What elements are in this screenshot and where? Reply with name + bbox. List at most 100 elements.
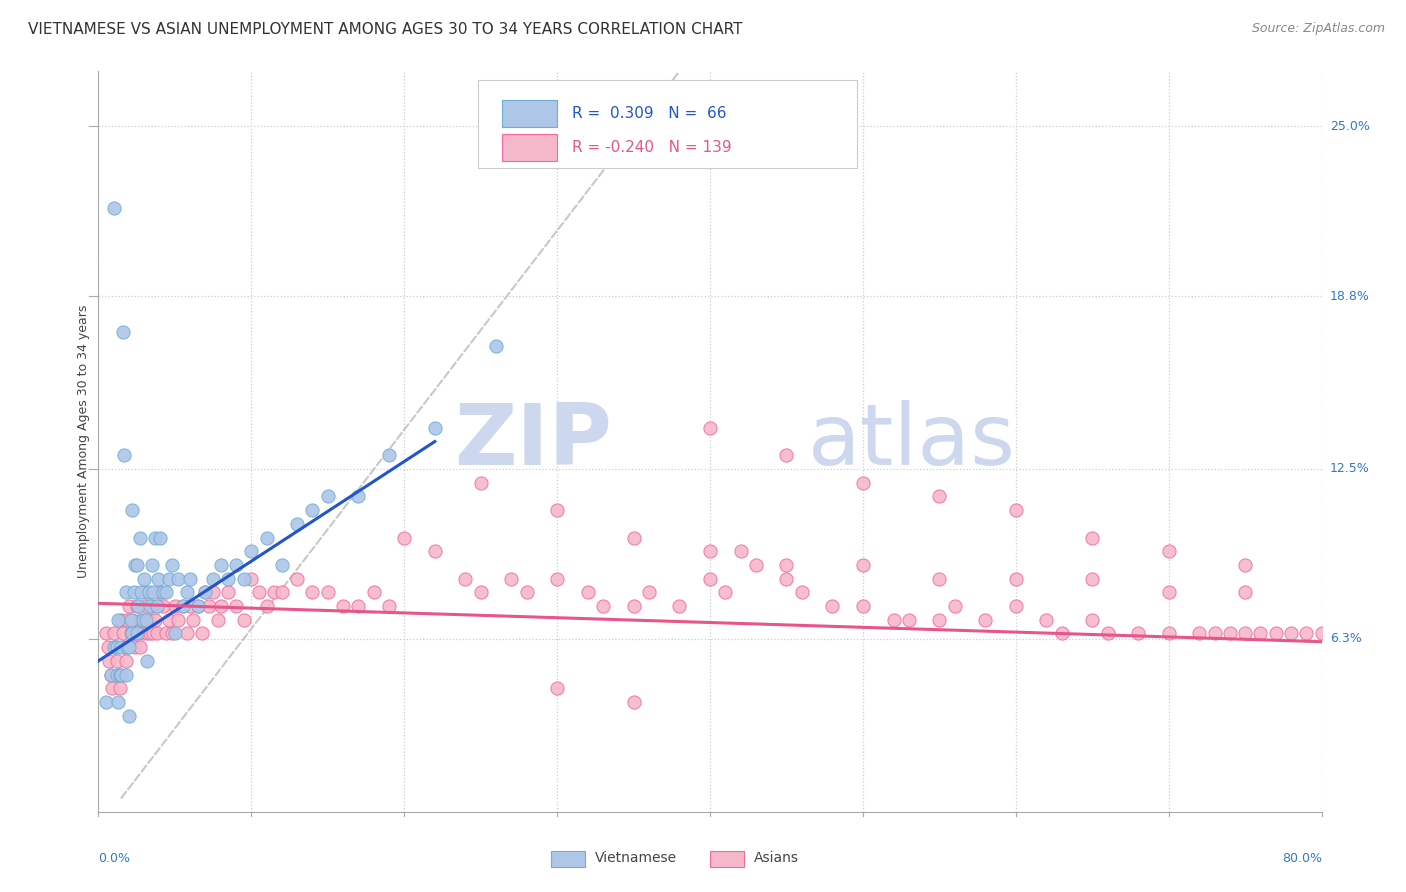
Text: Vietnamese: Vietnamese — [595, 851, 678, 864]
Point — [179, 572, 201, 586]
Point — [745, 558, 768, 572]
Point — [347, 599, 370, 613]
Point — [378, 448, 401, 462]
Point — [139, 626, 162, 640]
Point — [122, 585, 145, 599]
Point — [852, 475, 875, 490]
Point — [157, 572, 180, 586]
Point — [94, 695, 117, 709]
Point — [129, 613, 152, 627]
Text: VIETNAMESE VS ASIAN UNEMPLOYMENT AMONG AGES 30 TO 34 YEARS CORRELATION CHART: VIETNAMESE VS ASIAN UNEMPLOYMENT AMONG A… — [28, 22, 742, 37]
Point — [852, 599, 875, 613]
Point — [821, 599, 844, 613]
Text: 12.5%: 12.5% — [1330, 462, 1369, 475]
Point — [623, 531, 645, 545]
Point — [179, 599, 201, 613]
Point — [115, 585, 138, 599]
Point — [108, 667, 131, 681]
Point — [139, 599, 162, 613]
Point — [142, 585, 165, 599]
Point — [1234, 558, 1257, 572]
Point — [125, 558, 148, 572]
Point — [127, 599, 149, 613]
Point — [176, 626, 198, 640]
Point — [145, 599, 167, 613]
Point — [124, 558, 146, 572]
Point — [110, 667, 132, 681]
Point — [194, 585, 217, 599]
Point — [546, 572, 568, 586]
Point — [363, 585, 385, 599]
Point — [122, 626, 145, 640]
Point — [1081, 613, 1104, 627]
Point — [775, 572, 797, 586]
Point — [263, 585, 285, 599]
Point — [100, 667, 122, 681]
Point — [699, 544, 721, 558]
Point — [1004, 503, 1026, 517]
Point — [124, 640, 146, 655]
Point — [118, 599, 141, 613]
Point — [191, 626, 214, 640]
Point — [1249, 626, 1271, 640]
Point — [107, 667, 129, 681]
Point — [852, 558, 875, 572]
Point — [1157, 544, 1180, 558]
Point — [592, 599, 614, 613]
Point — [176, 585, 198, 599]
Point — [155, 585, 177, 599]
Text: ZIP: ZIP — [454, 400, 612, 483]
Point — [138, 613, 160, 627]
Point — [285, 516, 308, 531]
Point — [135, 613, 157, 627]
Point — [1295, 626, 1317, 640]
Point — [167, 613, 190, 627]
Point — [143, 531, 166, 545]
Point — [120, 626, 142, 640]
Text: atlas: atlas — [808, 400, 1017, 483]
Point — [146, 599, 169, 613]
Point — [110, 640, 132, 655]
Point — [103, 640, 125, 655]
Point — [209, 558, 232, 572]
Point — [301, 585, 323, 599]
Point — [129, 585, 152, 599]
Point — [240, 544, 263, 558]
Point — [943, 599, 966, 613]
Point — [516, 585, 538, 599]
Point — [194, 585, 217, 599]
Text: 6.3%: 6.3% — [1330, 632, 1362, 646]
Point — [118, 640, 141, 655]
Text: 0.0%: 0.0% — [98, 853, 131, 865]
Point — [332, 599, 354, 613]
Point — [897, 613, 920, 627]
Point — [316, 489, 339, 503]
Point — [928, 572, 950, 586]
Point — [699, 572, 721, 586]
Text: 18.8%: 18.8% — [1330, 290, 1369, 302]
Point — [112, 448, 135, 462]
Point — [1081, 531, 1104, 545]
Text: 80.0%: 80.0% — [1282, 853, 1322, 865]
Point — [94, 626, 117, 640]
Bar — [710, 851, 744, 867]
Point — [217, 585, 239, 599]
Point — [117, 613, 139, 627]
Point — [378, 599, 401, 613]
Point — [136, 626, 159, 640]
Point — [270, 585, 292, 599]
Point — [546, 681, 568, 696]
Point — [134, 585, 156, 599]
Point — [160, 626, 183, 640]
Point — [112, 640, 135, 655]
Point — [146, 572, 169, 586]
Point — [115, 654, 138, 668]
Point — [623, 599, 645, 613]
Point — [152, 599, 174, 613]
Point — [132, 613, 155, 627]
Point — [1157, 626, 1180, 640]
Point — [217, 572, 239, 586]
Point — [132, 626, 155, 640]
Point — [546, 503, 568, 517]
Point — [576, 585, 599, 599]
